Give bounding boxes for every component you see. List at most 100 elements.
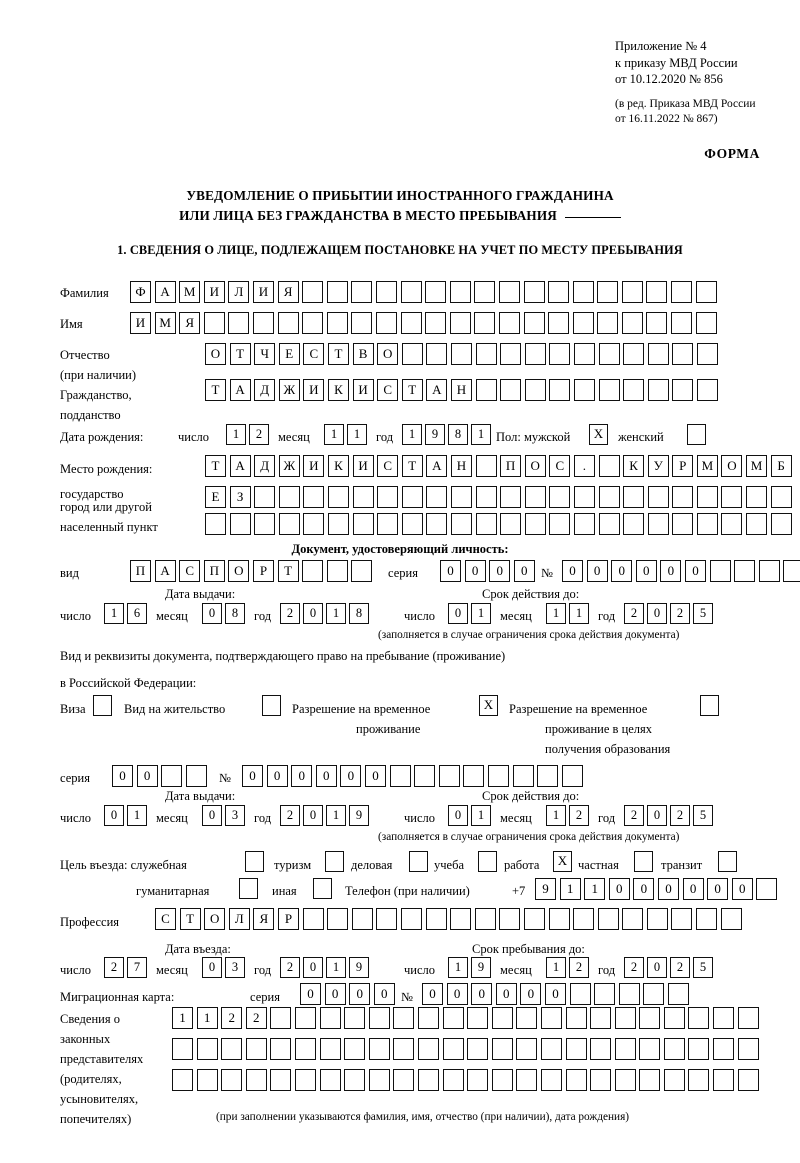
char-cell[interactable]: Я [277,281,299,303]
char-cell[interactable]: 0 [660,560,682,582]
char-cell[interactable]: Р [277,908,299,930]
char-cell[interactable] [351,560,373,582]
char-cell[interactable]: С [549,455,571,477]
char-cell[interactable] [278,486,300,508]
char-cell[interactable] [351,281,373,303]
purpose-other-checkbox[interactable] [313,878,332,899]
char-cell[interactable]: 1 [584,878,606,900]
char-cell[interactable] [426,513,448,535]
char-cell[interactable]: 1 [104,603,124,624]
char-cell[interactable]: 0 [446,983,468,1005]
char-cell[interactable] [326,281,348,303]
char-cell[interactable]: Ж [278,455,300,477]
char-cell[interactable]: 1 [127,805,147,826]
temp-residence-edu-checkbox[interactable] [700,695,719,716]
char-cell[interactable] [500,343,522,365]
char-cell[interactable]: А [426,379,448,401]
char-cell[interactable] [327,486,349,508]
char-cell[interactable] [639,1038,661,1060]
char-cell[interactable]: 0 [324,983,346,1005]
char-cell[interactable] [327,513,349,535]
char-cell[interactable] [302,312,324,334]
char-cell[interactable] [537,765,559,787]
char-cell[interactable] [696,343,718,365]
char-cell[interactable] [319,1038,341,1060]
char-cell[interactable] [228,312,250,334]
char-cell[interactable] [540,1069,562,1091]
char-cell[interactable] [672,486,694,508]
char-cell[interactable] [540,1038,562,1060]
char-cell[interactable] [500,513,522,535]
char-cell[interactable] [594,983,616,1005]
char-cell[interactable] [450,343,472,365]
char-cell[interactable] [523,312,545,334]
char-cell[interactable]: Т [179,908,201,930]
char-cell[interactable] [417,1007,439,1029]
char-cell[interactable]: Р [672,455,694,477]
char-cell[interactable]: К [327,455,349,477]
sex-male-checkbox[interactable]: X [589,424,608,445]
char-cell[interactable] [598,455,620,477]
char-cell[interactable]: Ч [254,343,276,365]
char-cell[interactable]: Т [277,560,299,582]
char-cell[interactable]: 2 [670,603,690,624]
char-cell[interactable] [252,312,274,334]
char-cell[interactable] [474,312,496,334]
char-cell[interactable]: 0 [373,983,395,1005]
char-cell[interactable] [721,513,743,535]
char-cell[interactable] [393,1069,415,1091]
char-cell[interactable]: 5 [693,603,713,624]
char-cell[interactable]: 0 [586,560,608,582]
visa-checkbox[interactable] [93,695,112,716]
char-cell[interactable] [598,513,620,535]
char-cell[interactable] [598,486,620,508]
char-cell[interactable] [621,312,643,334]
char-cell[interactable] [352,513,374,535]
char-cell[interactable]: 2 [569,957,589,978]
char-cell[interactable]: Ф [130,281,151,303]
char-cell[interactable] [573,343,595,365]
char-cell[interactable] [672,513,694,535]
char-cell[interactable]: 0 [303,957,323,978]
char-cell[interactable]: 5 [693,957,713,978]
char-cell[interactable]: 0 [657,878,679,900]
char-cell[interactable] [524,513,546,535]
purpose-tourism-checkbox[interactable] [325,851,344,872]
char-cell[interactable] [783,560,800,582]
char-cell[interactable] [590,1038,612,1060]
purpose-humanitarian-checkbox[interactable] [239,878,258,899]
char-cell[interactable] [646,312,668,334]
char-cell[interactable] [590,1069,612,1091]
char-cell[interactable] [277,312,299,334]
char-cell[interactable]: И [203,281,225,303]
char-cell[interactable] [294,1038,316,1060]
char-cell[interactable]: И [303,455,325,477]
char-cell[interactable] [573,379,595,401]
char-cell[interactable] [302,281,324,303]
char-cell[interactable]: 0 [448,805,468,826]
char-cell[interactable] [400,281,422,303]
char-cell[interactable] [377,486,399,508]
char-cell[interactable]: К [623,455,645,477]
char-cell[interactable] [523,908,545,930]
char-cell[interactable]: 0 [303,603,323,624]
char-cell[interactable]: 0 [448,603,468,624]
char-cell[interactable] [319,1007,341,1029]
char-cell[interactable]: Б [770,455,792,477]
char-cell[interactable]: О [377,343,399,365]
legal-rep-line-2-cells[interactable] [172,1038,759,1060]
char-cell[interactable]: 0 [707,878,729,900]
